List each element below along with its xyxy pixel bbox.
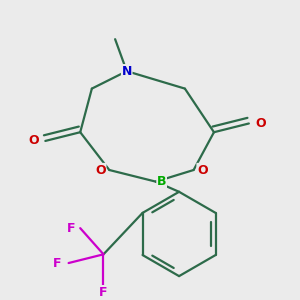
Text: F: F — [53, 256, 61, 269]
Text: O: O — [28, 134, 39, 147]
Text: N: N — [122, 65, 132, 78]
Text: F: F — [67, 222, 76, 235]
Text: F: F — [99, 286, 108, 298]
Text: O: O — [255, 117, 266, 130]
Text: O: O — [197, 164, 208, 176]
Text: B: B — [157, 175, 166, 188]
Text: O: O — [95, 164, 106, 176]
